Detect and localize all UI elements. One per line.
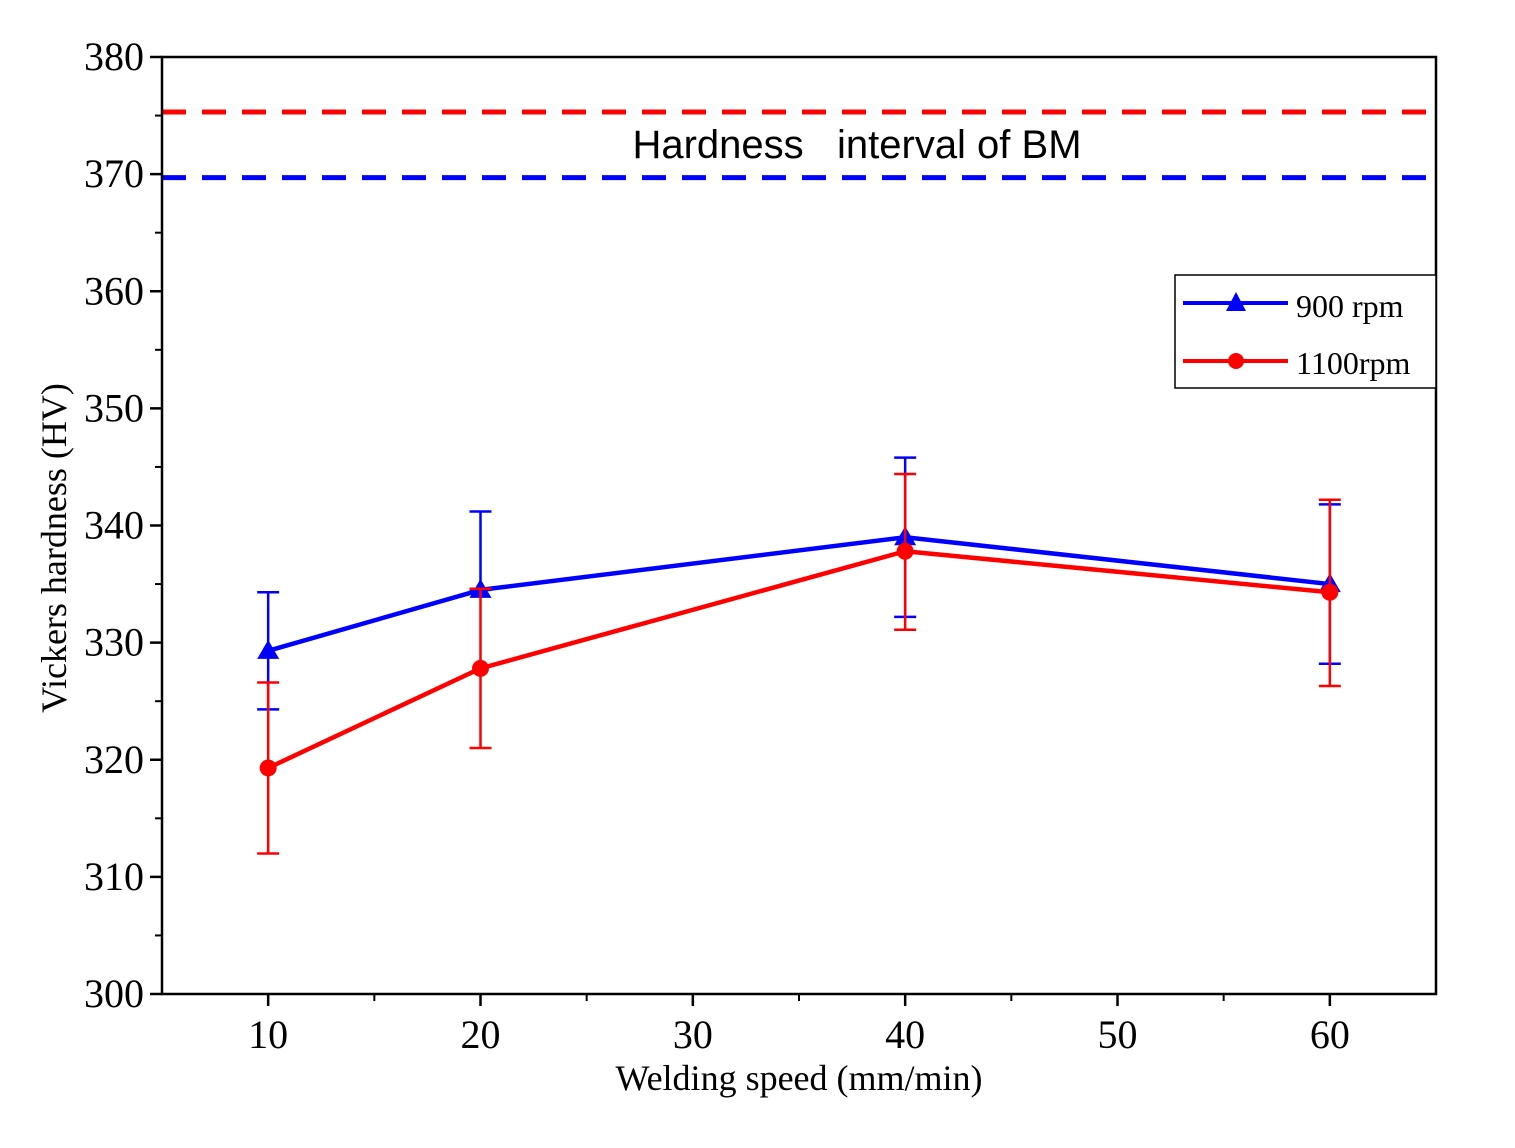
legend-marker-triangle — [1226, 292, 1246, 311]
y-tick-label: 380 — [84, 34, 144, 79]
x-tick-label: 30 — [673, 1012, 713, 1057]
y-tick-label: 370 — [84, 151, 144, 196]
y-tick-label: 310 — [84, 854, 144, 899]
x-tick-label: 60 — [1310, 1012, 1350, 1057]
series-layer — [257, 456, 1341, 855]
y-tick-label: 360 — [84, 268, 144, 313]
data-point-1100rpm — [259, 759, 277, 777]
y-tick-label: 320 — [84, 737, 144, 782]
data-point-900rpm — [257, 639, 280, 659]
y-tick-label: 340 — [84, 503, 144, 548]
series-line-900rpm — [267, 534, 1331, 653]
x-axis-title: Welding speed (mm/min) — [615, 1058, 982, 1098]
tick-labels: 300 310 320 330 340 350 360 370 380 10 20 30 40 50 60 — [84, 34, 1350, 1057]
tick-layer — [150, 55, 1332, 1006]
legend: 900 rpm 1100rpm — [1174, 274, 1437, 389]
plot-frame — [160, 55, 1438, 996]
legend-marker-circle — [1228, 353, 1244, 369]
data-point-1100rpm — [472, 659, 489, 677]
legend-box — [1174, 274, 1437, 389]
y-tick-label: 350 — [84, 385, 144, 430]
x-tick-label: 40 — [885, 1012, 925, 1057]
x-tick-label: 50 — [1098, 1012, 1138, 1057]
data-point-1100rpm — [1321, 583, 1339, 601]
y-axis-title: Vickers hardness (HV) — [34, 383, 74, 713]
y-tick-label: 330 — [84, 620, 144, 665]
x-tick-label: 20 — [461, 1012, 501, 1057]
legend-label-900rpm: 900 rpm — [1296, 288, 1404, 324]
y-tick-label: 300 — [84, 971, 144, 1016]
bm-hardness-annotation: Hardness interval of BM — [632, 123, 1081, 167]
x-tick-label: 10 — [248, 1012, 288, 1057]
series-line-1100rpm — [267, 549, 1331, 770]
data-point-1100rpm — [896, 542, 914, 560]
reference-lines — [162, 109, 1436, 181]
legend-label-1100rpm: 1100rpm — [1296, 345, 1410, 381]
